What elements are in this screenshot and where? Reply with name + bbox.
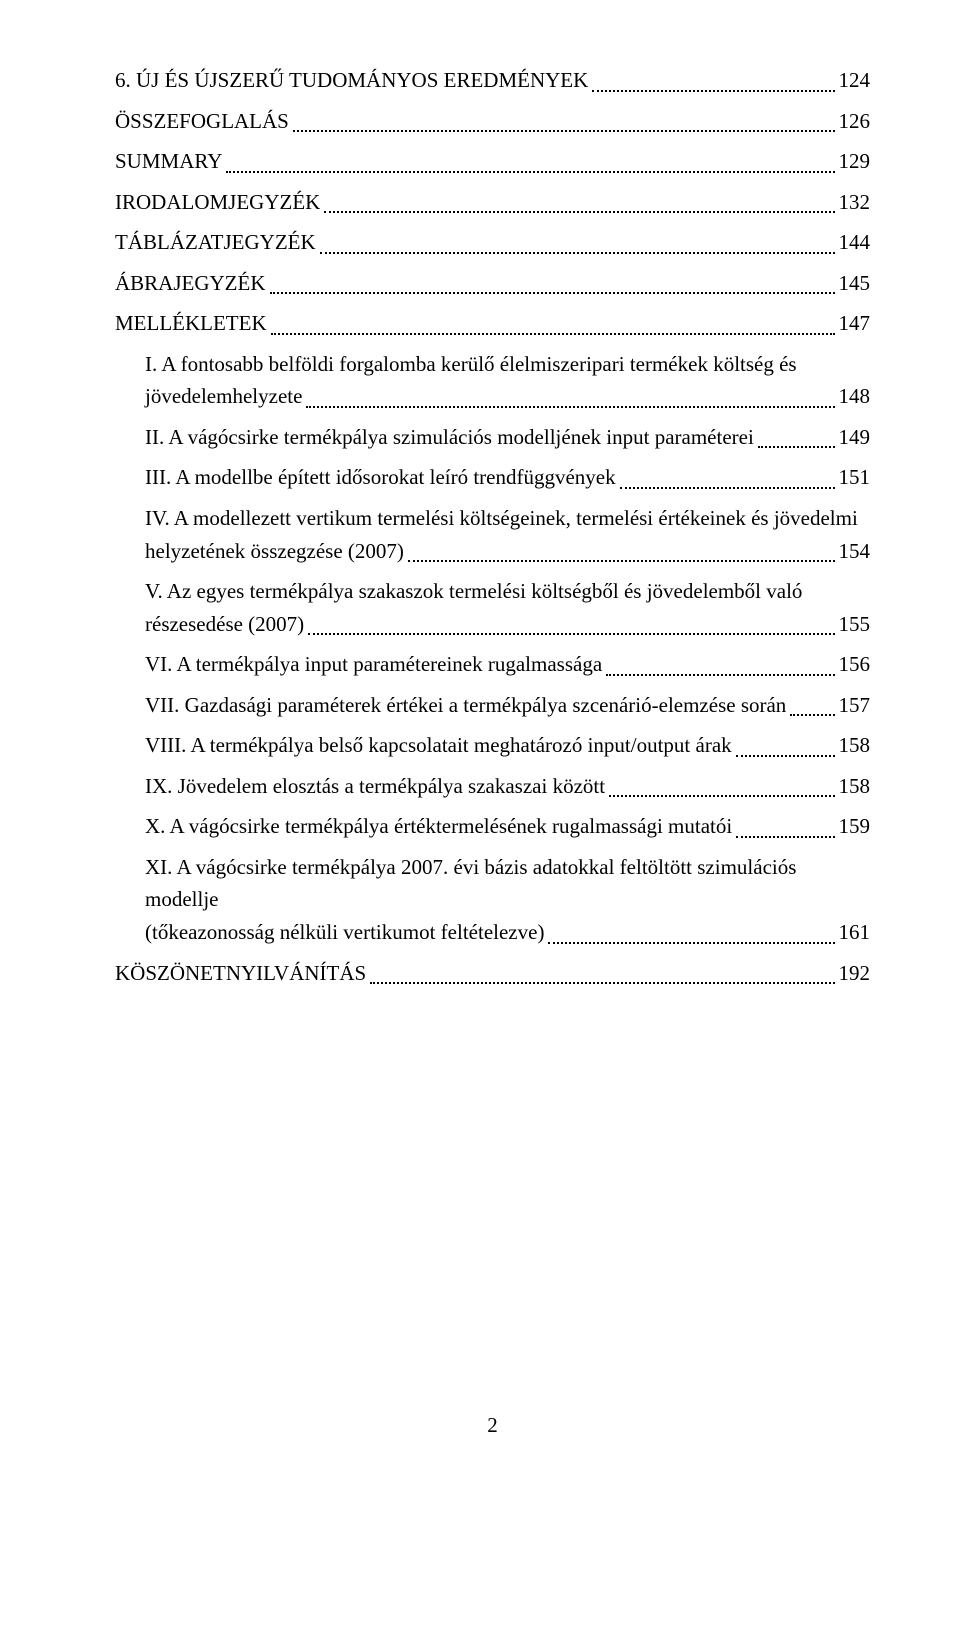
toc-label: III. A modellbe épített idősorokat leíró…	[145, 461, 616, 494]
toc-page-number: 149	[839, 421, 871, 454]
toc-entry: ÖSSZEFOGLALÁS 126	[115, 105, 870, 138]
toc-entry: SUMMARY 129	[115, 145, 870, 178]
toc-page-number: 154	[839, 535, 871, 568]
toc-label: ÁBRAJEGYZÉK	[115, 267, 266, 300]
toc-label: II. A vágócsirke termékpálya szimulációs…	[145, 421, 754, 454]
toc-leader-dots	[620, 487, 835, 489]
toc-page-number: 161	[839, 916, 871, 949]
toc-leader-dots	[308, 633, 834, 635]
toc-page-number: 132	[839, 186, 871, 219]
toc-label: I. A fontosabb belföldi forgalomba kerül…	[145, 348, 870, 381]
toc-label: jövedelemhelyzete	[145, 380, 302, 413]
toc-page-number: 158	[839, 770, 871, 803]
toc-entry: TÁBLÁZATJEGYZÉK 144	[115, 226, 870, 259]
toc-label: részesedése (2007)	[145, 608, 304, 641]
toc-leader-dots	[736, 755, 835, 757]
toc-label: VIII. A termékpálya belső kapcsolatait m…	[145, 729, 732, 762]
toc-entry: I. A fontosabb belföldi forgalomba kerül…	[145, 348, 870, 413]
toc-entry: XI. A vágócsirke termékpálya 2007. évi b…	[145, 851, 870, 949]
toc-entry: MELLÉKLETEK 147	[115, 307, 870, 340]
toc-leader-dots	[408, 560, 835, 562]
toc-label: VI. A termékpálya input paramétereinek r…	[145, 648, 602, 681]
toc-label: KÖSZÖNETNYILVÁNÍTÁS	[115, 957, 366, 990]
toc-leader-dots	[736, 836, 834, 838]
toc-label: VII. Gazdasági paraméterek értékei a ter…	[145, 689, 786, 722]
toc-entry: IV. A modellezett vertikum termelési köl…	[145, 502, 870, 567]
toc-label: helyzetének összegzése (2007)	[145, 535, 404, 568]
toc-leader-dots	[226, 171, 834, 173]
toc-page-number: 155	[839, 608, 871, 641]
toc-entry: IX. Jövedelem elosztás a termékpálya sza…	[145, 770, 870, 803]
toc-label: IX. Jövedelem elosztás a termékpálya sza…	[145, 770, 605, 803]
toc-entry: VIII. A termékpálya belső kapcsolatait m…	[145, 729, 870, 762]
toc-label: X. A vágócsirke termékpálya értéktermelé…	[145, 810, 732, 843]
toc-page-number: 158	[839, 729, 871, 762]
toc-label: (tőkeazonosság nélküli vertikumot feltét…	[145, 916, 544, 949]
toc-page-number: 147	[839, 307, 871, 340]
toc-entry: IRODALOMJEGYZÉK 132	[115, 186, 870, 219]
toc-entry: ÁBRAJEGYZÉK 145	[115, 267, 870, 300]
toc-entry: VI. A termékpálya input paramétereinek r…	[145, 648, 870, 681]
toc-page-number: 124	[839, 64, 871, 97]
toc-leader-dots	[293, 130, 835, 132]
toc-leader-dots	[370, 982, 834, 984]
toc-label: 6. ÚJ ÉS ÚJSZERŰ TUDOMÁNYOS EREDMÉNYEK	[115, 64, 588, 97]
toc-page-number: 156	[839, 648, 871, 681]
toc-entry: III. A modellbe épített idősorokat leíró…	[145, 461, 870, 494]
toc-label: V. Az egyes termékpálya szakaszok termel…	[145, 575, 870, 608]
toc-label: MELLÉKLETEK	[115, 307, 267, 340]
toc-page-number: 192	[839, 957, 871, 990]
toc-leader-dots	[306, 406, 834, 408]
toc-entry: II. A vágócsirke termékpálya szimulációs…	[145, 421, 870, 454]
toc-entry: X. A vágócsirke termékpálya értéktermelé…	[145, 810, 870, 843]
toc-page-number: 126	[839, 105, 871, 138]
toc-entry: KÖSZÖNETNYILVÁNÍTÁS 192	[115, 957, 870, 990]
toc-leader-dots	[606, 674, 834, 676]
toc-label: SUMMARY	[115, 145, 222, 178]
toc-leader-dots	[324, 211, 834, 213]
toc-label: IRODALOMJEGYZÉK	[115, 186, 320, 219]
toc-label: TÁBLÁZATJEGYZÉK	[115, 226, 316, 259]
toc-leader-dots	[592, 90, 834, 92]
toc-page-number: 151	[839, 461, 871, 494]
toc-leader-dots	[320, 252, 835, 254]
toc-page-number: 145	[839, 267, 871, 300]
toc-page-number: 157	[839, 689, 871, 722]
toc-leader-dots	[548, 942, 834, 944]
toc-leader-dots	[758, 446, 835, 448]
toc-page-number: 159	[839, 810, 871, 843]
toc-label: XI. A vágócsirke termékpálya 2007. évi b…	[145, 851, 870, 916]
toc-page-number: 144	[839, 226, 871, 259]
toc-leader-dots	[271, 333, 835, 335]
toc-page-number: 148	[839, 380, 871, 413]
toc-leader-dots	[609, 795, 834, 797]
toc-entry: V. Az egyes termékpálya szakaszok termel…	[145, 575, 870, 640]
toc-entry: VII. Gazdasági paraméterek értékei a ter…	[145, 689, 870, 722]
table-of-contents: 6. ÚJ ÉS ÚJSZERŰ TUDOMÁNYOS EREDMÉNYEK 12…	[115, 64, 870, 989]
toc-leader-dots	[790, 714, 834, 716]
page-number: 2	[115, 1409, 870, 1442]
toc-label: ÖSSZEFOGLALÁS	[115, 105, 289, 138]
toc-page-number: 129	[839, 145, 871, 178]
toc-label: IV. A modellezett vertikum termelési köl…	[145, 502, 870, 535]
toc-leader-dots	[270, 292, 835, 294]
toc-entry: 6. ÚJ ÉS ÚJSZERŰ TUDOMÁNYOS EREDMÉNYEK 12…	[115, 64, 870, 97]
